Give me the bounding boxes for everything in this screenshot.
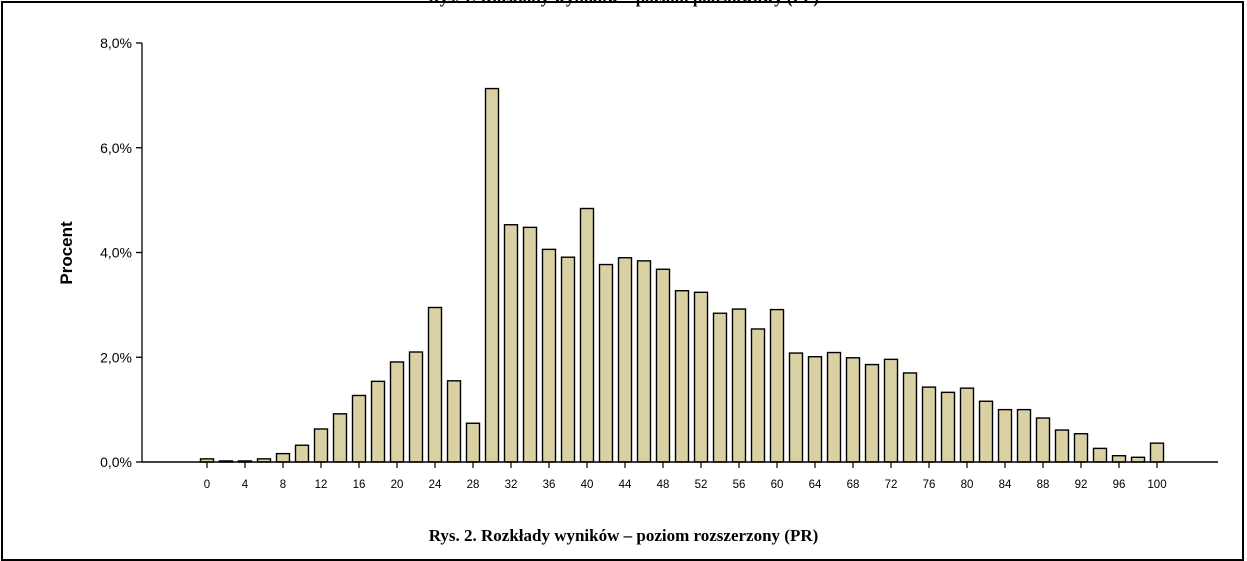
histogram-bar	[904, 373, 917, 462]
histogram-bar	[315, 429, 328, 462]
histogram-bar	[581, 209, 594, 462]
x-tick-label: 0	[204, 479, 210, 491]
histogram-bar	[619, 258, 632, 462]
histogram-bar	[505, 225, 518, 462]
x-tick-label: 12	[315, 479, 328, 491]
x-tick-label: 96	[1113, 479, 1126, 491]
histogram-bar	[942, 392, 955, 462]
x-tick-label: 8	[280, 479, 286, 491]
y-axis-label: Procent	[57, 221, 76, 285]
histogram-bar	[752, 329, 765, 462]
histogram-bar	[524, 227, 537, 462]
x-tick-label: 16	[353, 479, 366, 491]
histogram-bar	[733, 309, 746, 462]
histogram-bar	[372, 381, 385, 462]
histogram-bar	[657, 269, 670, 462]
histogram-bar	[277, 454, 290, 462]
histogram-bar	[1018, 410, 1031, 462]
y-axis: 0,0% 2,0% 4,0% 6,0% 8,0%	[100, 35, 142, 470]
histogram-bar	[562, 257, 575, 462]
histogram-bar	[391, 362, 404, 462]
x-tick-label: 32	[505, 479, 518, 491]
histogram-bar	[1113, 456, 1126, 462]
x-tick-label: 52	[695, 479, 708, 491]
x-tick-label: 92	[1075, 479, 1088, 491]
x-axis: 0 4 8 12 16 20 24 28 32 36 40 44 48 52 56 60 64 68 72 76 80 8…	[142, 462, 1218, 491]
x-tick-label: 100	[1147, 479, 1166, 491]
histogram-bar	[1075, 434, 1088, 462]
x-tick-label: 60	[771, 479, 784, 491]
x-tick-label: 84	[999, 479, 1012, 491]
histogram-bar	[885, 359, 898, 462]
histogram-bar	[429, 307, 442, 462]
histogram-bar	[847, 358, 860, 462]
histogram-bar	[980, 401, 993, 462]
histogram-bar	[961, 388, 974, 462]
histogram-bar	[923, 387, 936, 462]
x-tick-label: 36	[543, 479, 556, 491]
histogram-bar	[999, 410, 1012, 462]
y-tick-label: 2,0%	[100, 349, 132, 365]
x-tick-label: 48	[657, 479, 670, 491]
x-tick-label: 56	[733, 479, 746, 491]
histogram-bar	[467, 423, 480, 462]
histogram-bar	[353, 395, 366, 462]
x-tick-label: 80	[961, 479, 974, 491]
y-tick-label: 8,0%	[100, 35, 132, 51]
histogram-bar	[448, 381, 461, 462]
histogram-bar	[296, 445, 309, 462]
histogram-bar	[695, 292, 708, 462]
histogram-bar	[714, 313, 727, 462]
histogram-bar	[1037, 418, 1050, 462]
histogram-bar	[676, 291, 689, 462]
histogram-bar	[1056, 430, 1069, 462]
y-tick-label: 4,0%	[100, 245, 132, 261]
histogram-bar	[809, 357, 822, 462]
histogram-bar	[790, 353, 803, 462]
histogram-bar	[334, 414, 347, 462]
histogram-bar	[866, 365, 879, 462]
footer-caption: Rys. 2. Rozkłady wyników – poziom rozsze…	[0, 526, 1247, 546]
x-tick-label: 72	[885, 479, 898, 491]
histogram-bar	[543, 249, 556, 462]
x-tick-label: 20	[391, 479, 404, 491]
histogram-bar	[1094, 448, 1107, 462]
histogram-bar	[486, 89, 499, 462]
histogram-bar	[600, 265, 613, 462]
x-tick-label: 88	[1037, 479, 1050, 491]
x-tick-label: 64	[809, 479, 822, 491]
histogram-bar	[828, 353, 841, 462]
histogram-bar	[771, 310, 784, 462]
histogram-bar	[410, 352, 423, 462]
y-tick-label: 0,0%	[100, 454, 132, 470]
x-tick-label: 40	[581, 479, 594, 491]
y-tick-label: 6,0%	[100, 140, 132, 156]
histogram-bar	[638, 261, 651, 462]
x-tick-label: 28	[467, 479, 480, 491]
x-tick-label: 44	[619, 479, 632, 491]
histogram-bar	[1151, 443, 1164, 462]
x-tick-label: 24	[429, 479, 442, 491]
x-tick-label: 68	[847, 479, 860, 491]
bars	[201, 89, 1164, 462]
x-tick-label: 76	[923, 479, 936, 491]
x-tick-label: 4	[242, 479, 249, 491]
